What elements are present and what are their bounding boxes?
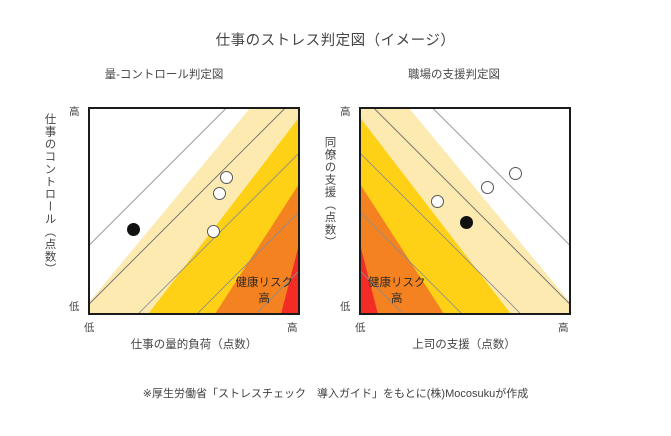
- x-axis-low-label-right: 低: [355, 322, 366, 334]
- data-point-open-left-1: [220, 171, 233, 184]
- source-footnote: ※厚生労働省「ストレスチェック 導入ガイド」をもとに(株)Mocosukuが作成: [142, 388, 529, 400]
- panel-title-workplace-support: 職場の支援判定図: [408, 69, 500, 81]
- figure-title: 仕事のストレス判定図（イメージ）: [215, 33, 456, 49]
- x-axis-title-left: 仕事の量的負荷（点数）: [130, 339, 258, 351]
- y-axis-title-right: 同僚の支援（点数）: [323, 136, 336, 249]
- panel-title-quantity-control: 量-コントロール判定図: [104, 69, 224, 81]
- plot-area-quantity-control: 健康リスク 高: [88, 107, 300, 315]
- y-axis-low-label-left: 低: [69, 301, 80, 313]
- y-axis-high-label-left: 高: [69, 106, 80, 118]
- x-axis-title-right: 上司の支援（点数）: [412, 339, 516, 351]
- data-point-open-right-2: [481, 181, 494, 194]
- data-point-open-left-3: [207, 225, 220, 238]
- y-axis-high-label-right: 高: [340, 106, 351, 118]
- x-axis-low-label-left: 低: [84, 322, 95, 334]
- y-axis-low-label-right: 低: [340, 301, 351, 313]
- risk-band-overlay-right: [361, 109, 569, 313]
- data-point-open-right-3: [509, 167, 522, 180]
- data-point-filled-right: [460, 216, 473, 229]
- data-point-open-left-2: [213, 187, 226, 200]
- data-point-filled-left: [127, 223, 140, 236]
- y-axis-title-left: 仕事のコントロール（点数）: [43, 113, 56, 276]
- risk-bands-svg-right: [361, 109, 569, 313]
- plot-area-workplace-support: 健康リスク 高: [359, 107, 571, 315]
- x-axis-high-label-right: 高: [558, 322, 569, 334]
- x-axis-high-label-left: 高: [287, 322, 298, 334]
- risk-bands-svg-left: [90, 109, 298, 313]
- risk-band-overlay-left: [90, 109, 298, 313]
- data-point-open-right-1: [431, 195, 444, 208]
